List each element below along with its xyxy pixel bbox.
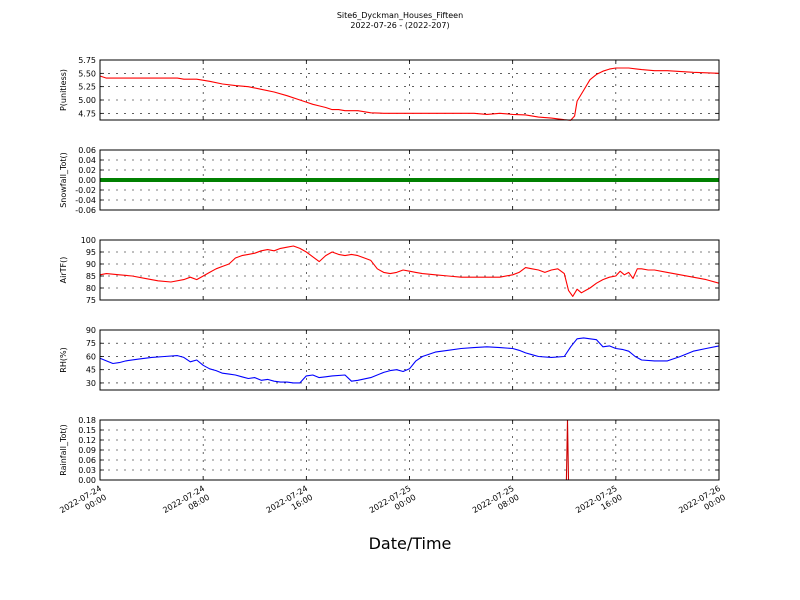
y-tick-label: 0.00 xyxy=(78,476,96,485)
y-tick-label: 0.04 xyxy=(78,156,96,165)
y-axis-label: RH(%) xyxy=(59,347,68,372)
y-tick-label: 90 xyxy=(86,260,96,269)
axes-frame xyxy=(99,59,720,121)
y-tick-label: 95 xyxy=(86,248,96,257)
y-tick-label: 0.12 xyxy=(78,436,96,445)
y-tick-label: 0.15 xyxy=(78,426,96,435)
y-tick-label: 0.09 xyxy=(78,446,96,455)
y-tick-label: 5.75 xyxy=(78,56,96,65)
y-tick-label: 0.06 xyxy=(78,146,96,155)
y-tick-label: -0.06 xyxy=(75,206,96,215)
y-axis-label: P(unitless) xyxy=(59,69,68,111)
x-tick-label: 2022-07-2416:00 xyxy=(265,484,315,524)
y-tick-label: 0.03 xyxy=(78,466,96,475)
y-tick-label: 0.06 xyxy=(78,456,96,465)
series-line-1 xyxy=(99,67,720,121)
axes-frame xyxy=(99,329,720,391)
y-tick-label: 75 xyxy=(86,296,96,305)
x-tick-label: 2022-07-2500:00 xyxy=(368,484,418,524)
x-tick-label: 2022-07-2600:00 xyxy=(677,484,727,524)
x-tick-label: 2022-07-2516:00 xyxy=(574,484,624,524)
y-tick-label: 30 xyxy=(86,379,96,388)
chart-title: Site6_Dyckman_Houses_Fifteen xyxy=(336,11,464,20)
x-tick-label: 2022-07-2508:00 xyxy=(471,484,521,524)
y-axis-label: Snowfall_Tot() xyxy=(59,152,68,208)
x-axis-label: Date/Time xyxy=(368,534,452,553)
axes-frame xyxy=(99,149,720,211)
y-tick-label: -0.02 xyxy=(75,186,96,195)
x-tick-label: 2022-07-2408:00 xyxy=(161,484,211,524)
y-axis-label: AirTF() xyxy=(59,257,68,284)
y-tick-label: -0.04 xyxy=(75,196,96,205)
y-tick-label: 75 xyxy=(86,339,96,348)
y-tick-label: 5.25 xyxy=(78,83,96,92)
y-tick-label: 0.00 xyxy=(78,176,96,185)
y-tick-label: 4.75 xyxy=(78,109,96,118)
y-tick-label: 60 xyxy=(86,352,96,361)
x-tick-label: 2022-07-2400:00 xyxy=(58,484,108,524)
chart-subtitle: 2022-07-26 - (2022-207) xyxy=(350,21,450,30)
y-tick-label: 0.02 xyxy=(78,166,96,175)
series-line-4 xyxy=(99,337,720,384)
y-axis-label: Rainfall_Tot() xyxy=(59,424,68,476)
y-tick-label: 5.50 xyxy=(78,69,96,78)
y-tick-label: 45 xyxy=(86,366,96,375)
y-tick-label: 5.00 xyxy=(78,96,96,105)
y-tick-label: 80 xyxy=(86,284,96,293)
y-tick-label: 100 xyxy=(81,236,96,245)
y-tick-label: 85 xyxy=(86,272,96,281)
axes-frame xyxy=(99,419,720,481)
axes-frame xyxy=(99,239,720,301)
y-tick-label: 90 xyxy=(86,326,96,335)
y-tick-label: 0.18 xyxy=(78,416,96,425)
series-line-3 xyxy=(99,245,720,297)
